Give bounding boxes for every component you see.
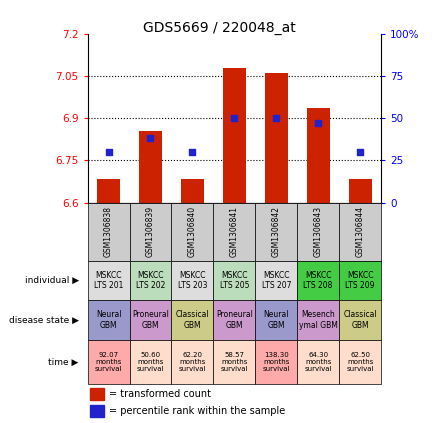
Point bbox=[357, 148, 364, 155]
Bar bbox=[255, 203, 297, 261]
Bar bbox=[349, 179, 371, 203]
Text: GSM1306842: GSM1306842 bbox=[272, 206, 281, 257]
Text: GSM1306838: GSM1306838 bbox=[104, 206, 113, 257]
Bar bbox=[88, 340, 130, 385]
Text: Classical
GBM: Classical GBM bbox=[343, 310, 377, 330]
Bar bbox=[171, 340, 213, 385]
Text: disease state ▶: disease state ▶ bbox=[9, 316, 79, 324]
Bar bbox=[297, 261, 339, 300]
Text: 62.50
months
survival: 62.50 months survival bbox=[346, 352, 374, 372]
Bar bbox=[171, 300, 213, 340]
Text: MSKCC
LTS 202: MSKCC LTS 202 bbox=[136, 271, 165, 290]
Text: GDS5669 / 220048_at: GDS5669 / 220048_at bbox=[143, 21, 295, 35]
Point bbox=[314, 120, 321, 126]
Text: Mesench
ymal GBM: Mesench ymal GBM bbox=[299, 310, 338, 330]
Text: MSKCC
LTS 201: MSKCC LTS 201 bbox=[94, 271, 123, 290]
Bar bbox=[181, 179, 204, 203]
Point bbox=[231, 115, 238, 121]
Bar bbox=[297, 340, 339, 385]
Bar bbox=[213, 203, 255, 261]
Bar bbox=[307, 108, 330, 203]
Bar bbox=[213, 340, 255, 385]
Bar bbox=[339, 300, 381, 340]
Text: Neural
GBM: Neural GBM bbox=[96, 310, 121, 330]
Text: GSM1306841: GSM1306841 bbox=[230, 206, 239, 257]
Text: 92.07
months
survival: 92.07 months survival bbox=[95, 352, 122, 372]
Text: MSKCC
LTS 207: MSKCC LTS 207 bbox=[261, 271, 291, 290]
Text: time ▶: time ▶ bbox=[49, 357, 79, 367]
Bar bbox=[90, 388, 104, 400]
Text: 50.60
months
survival: 50.60 months survival bbox=[137, 352, 164, 372]
Bar bbox=[130, 300, 171, 340]
Bar bbox=[265, 73, 288, 203]
Point bbox=[147, 135, 154, 142]
Bar bbox=[90, 405, 104, 417]
Text: 64.30
months
survival: 64.30 months survival bbox=[304, 352, 332, 372]
Bar bbox=[297, 203, 339, 261]
Bar bbox=[339, 340, 381, 385]
Bar bbox=[255, 261, 297, 300]
Point bbox=[189, 148, 196, 155]
Text: Proneural
GBM: Proneural GBM bbox=[216, 310, 253, 330]
Bar bbox=[297, 300, 339, 340]
Bar bbox=[339, 203, 381, 261]
Bar bbox=[88, 300, 130, 340]
Text: MSKCC
LTS 209: MSKCC LTS 209 bbox=[345, 271, 375, 290]
Text: 62.20
months
survival: 62.20 months survival bbox=[179, 352, 206, 372]
Text: Neural
GBM: Neural GBM bbox=[264, 310, 289, 330]
Text: Proneural
GBM: Proneural GBM bbox=[132, 310, 169, 330]
Text: GSM1306839: GSM1306839 bbox=[146, 206, 155, 257]
Bar bbox=[97, 179, 120, 203]
Bar bbox=[255, 300, 297, 340]
Text: MSKCC
LTS 205: MSKCC LTS 205 bbox=[219, 271, 249, 290]
Bar bbox=[88, 261, 130, 300]
Text: GSM1306840: GSM1306840 bbox=[188, 206, 197, 257]
Bar bbox=[171, 203, 213, 261]
Point bbox=[105, 148, 112, 155]
Bar bbox=[88, 203, 130, 261]
Text: MSKCC
LTS 208: MSKCC LTS 208 bbox=[304, 271, 333, 290]
Bar bbox=[171, 261, 213, 300]
Bar bbox=[130, 203, 171, 261]
Text: GSM1306843: GSM1306843 bbox=[314, 206, 323, 257]
Bar bbox=[223, 68, 246, 203]
Bar bbox=[130, 340, 171, 385]
Bar bbox=[213, 300, 255, 340]
Text: MSKCC
LTS 203: MSKCC LTS 203 bbox=[178, 271, 207, 290]
Text: 58.57
months
survival: 58.57 months survival bbox=[221, 352, 248, 372]
Bar bbox=[255, 340, 297, 385]
Bar bbox=[130, 261, 171, 300]
Text: individual ▶: individual ▶ bbox=[25, 276, 79, 285]
Bar bbox=[139, 131, 162, 203]
Text: = percentile rank within the sample: = percentile rank within the sample bbox=[109, 406, 285, 416]
Text: Classical
GBM: Classical GBM bbox=[176, 310, 209, 330]
Bar bbox=[213, 261, 255, 300]
Text: 138.30
months
survival: 138.30 months survival bbox=[262, 352, 290, 372]
Point bbox=[273, 115, 280, 121]
Bar bbox=[339, 261, 381, 300]
Text: GSM1306844: GSM1306844 bbox=[356, 206, 364, 257]
Text: = transformed count: = transformed count bbox=[109, 389, 211, 399]
